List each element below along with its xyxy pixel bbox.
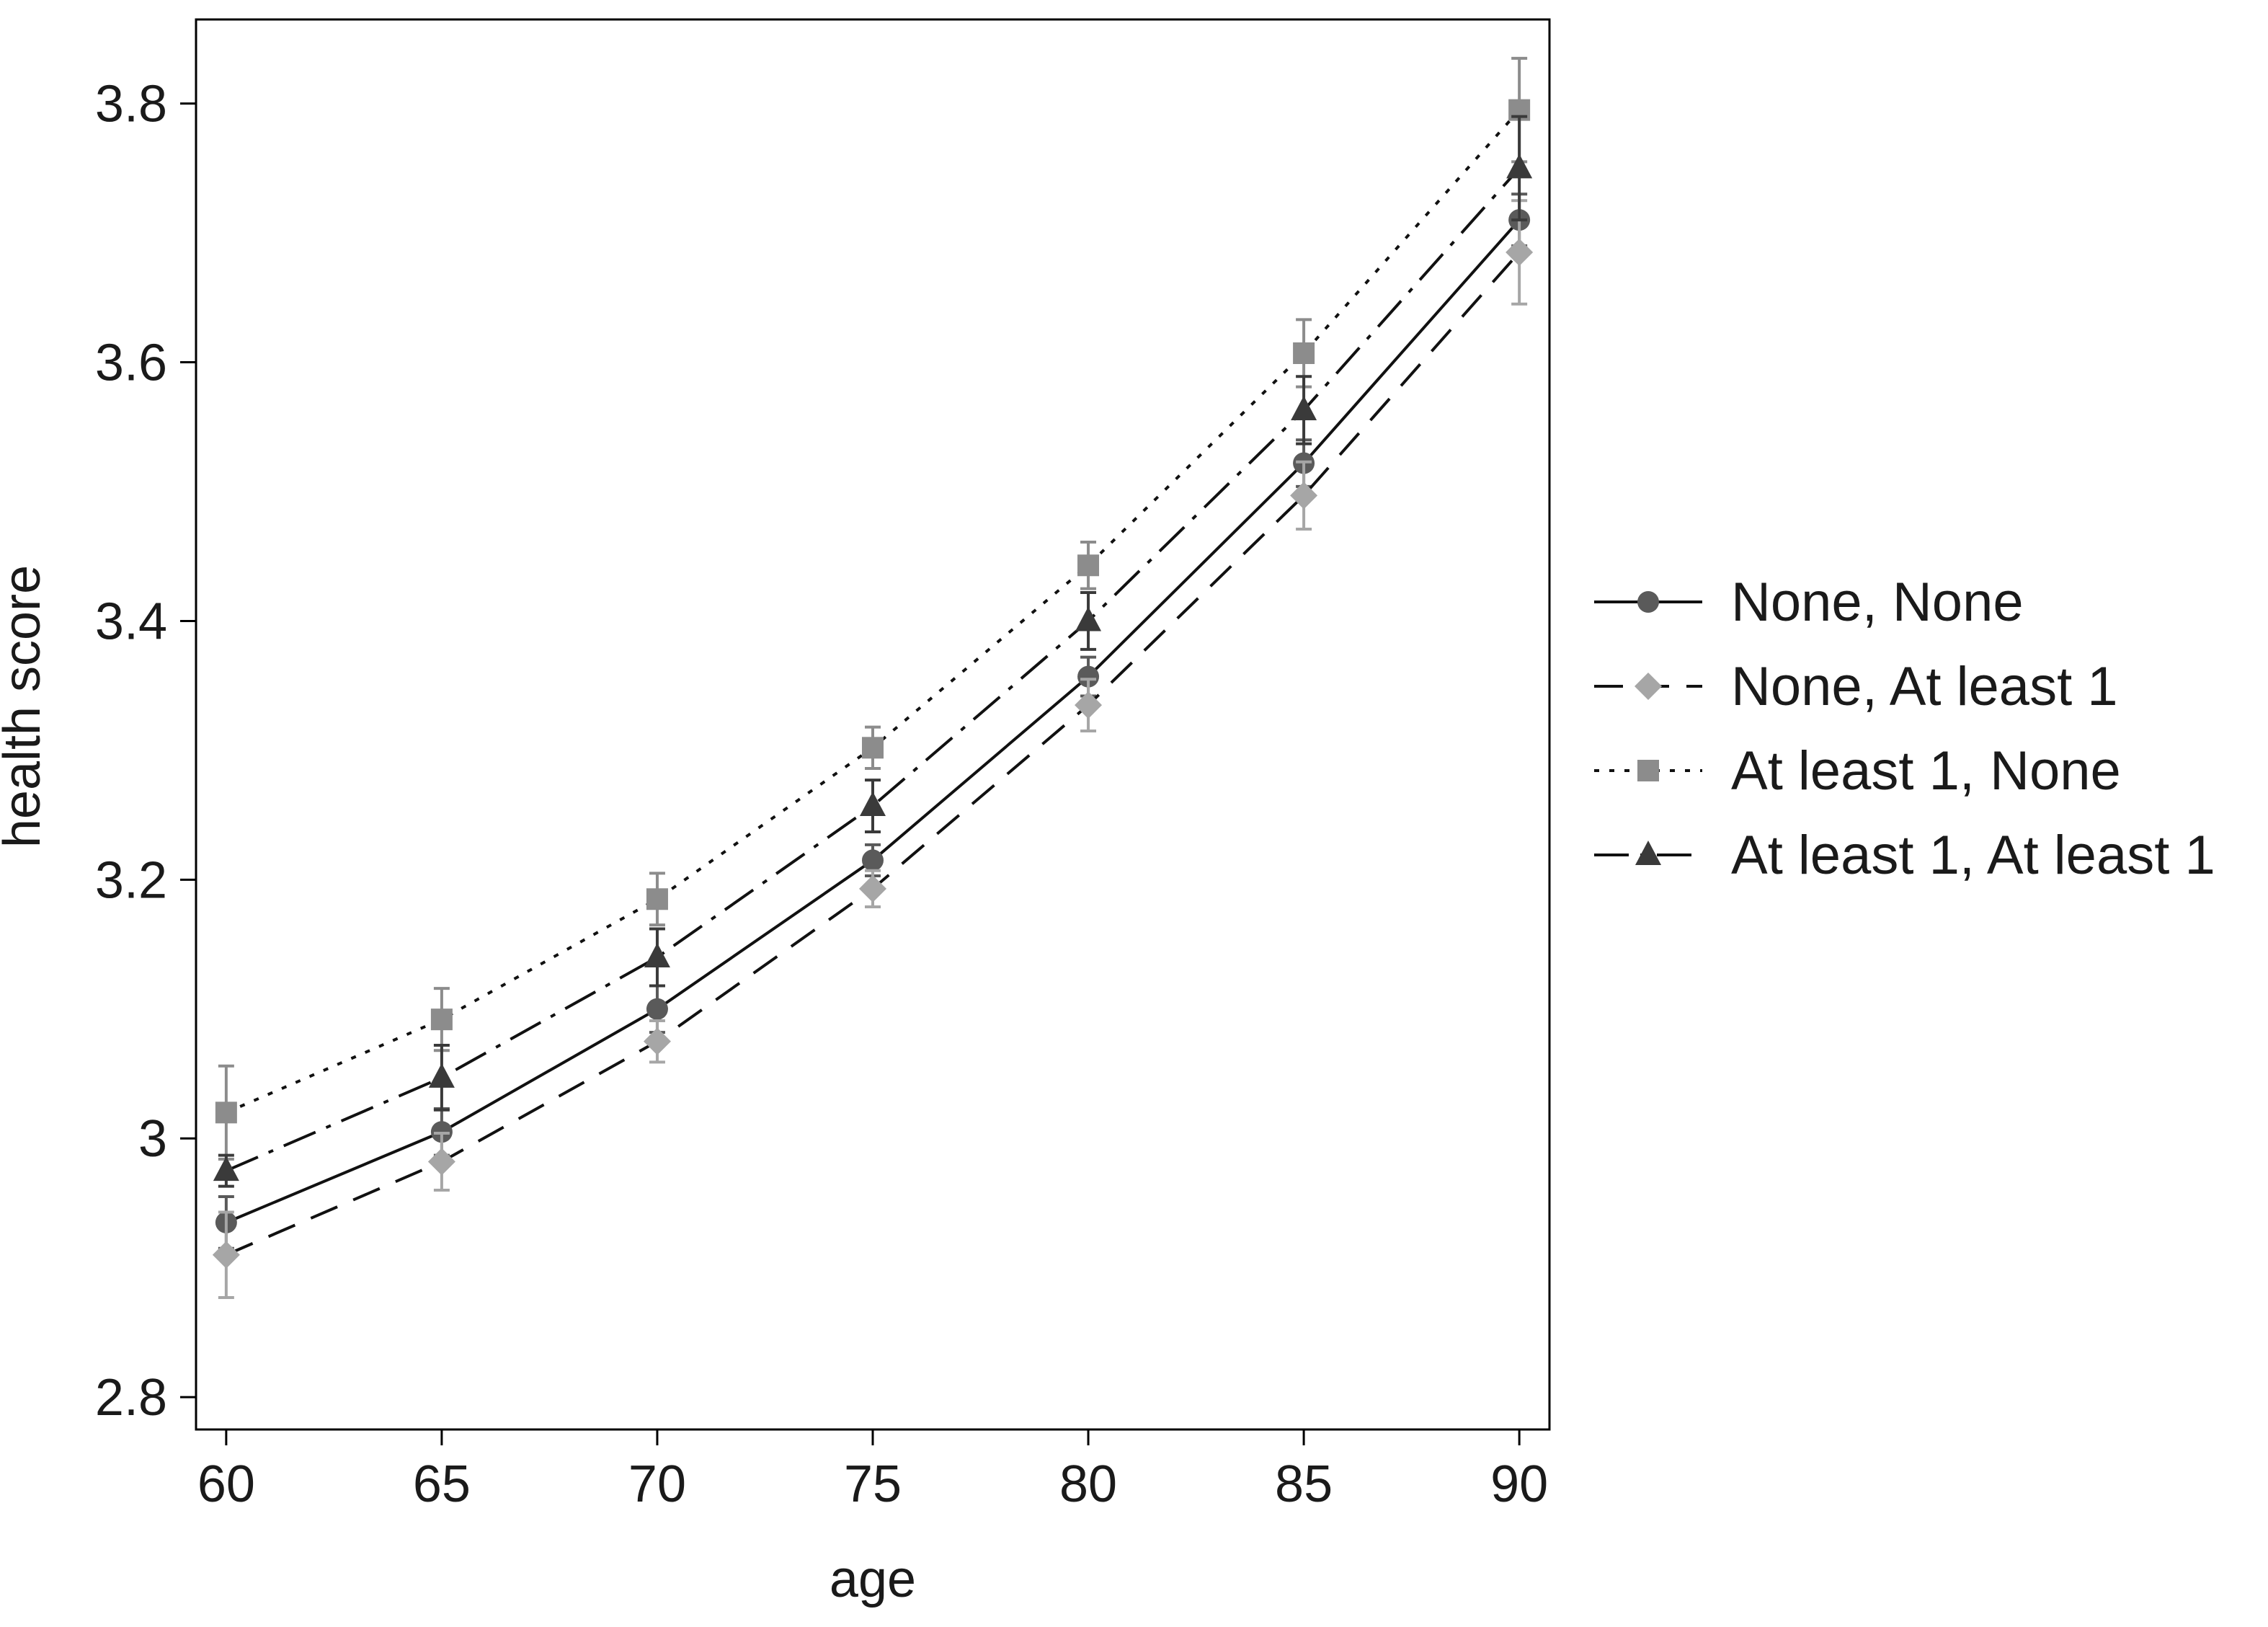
y-tick-label: 3.2 [95, 851, 167, 909]
legend-item-1: None, None [1594, 572, 2024, 633]
series-4 [213, 115, 1533, 1188]
series-2 [212, 199, 1534, 1299]
data-point [1506, 239, 1534, 267]
legend-marker [1637, 760, 1659, 781]
x-tick-label: 85 [1275, 1455, 1333, 1513]
legend-label: None, At least 1 [1731, 656, 2118, 717]
legend-item-2: None, At least 1 [1594, 656, 2118, 717]
data-point [1506, 154, 1533, 179]
data-point [1290, 482, 1318, 510]
data-point [1291, 395, 1317, 420]
data-point [862, 737, 884, 759]
plot-area [212, 56, 1534, 1299]
legend: None, None None, At least 1 At least 1, No… [1594, 572, 2215, 886]
data-point [1075, 606, 1102, 631]
data-point [862, 849, 884, 872]
x-tick-label: 70 [628, 1455, 686, 1513]
legend-marker [1635, 841, 1661, 865]
data-point [427, 1148, 455, 1176]
data-point [646, 998, 668, 1020]
legend-label: None, None [1731, 572, 2024, 633]
legend-label: At least 1, At least 1 [1731, 825, 2215, 886]
series-3 [215, 56, 1531, 1161]
data-point [215, 1101, 237, 1124]
y-tick-label: 3.6 [95, 334, 167, 392]
axes: 60 65 70 75 80 85 90 2.8 3 3.2 3.4 3.6 3.8 [95, 18, 1551, 1513]
data-point [1293, 342, 1315, 364]
data-point [428, 1063, 455, 1088]
data-point [860, 792, 886, 817]
y-tick-label: 3 [138, 1110, 167, 1168]
legend-item-3: At least 1, None [1594, 740, 2121, 802]
data-point [212, 1241, 240, 1269]
data-point [646, 888, 668, 910]
x-tick-label: 80 [1059, 1455, 1117, 1513]
data-point [1077, 554, 1100, 577]
data-point [213, 1156, 239, 1182]
y-tick-label: 3.4 [95, 593, 167, 650]
x-tick-label: 90 [1490, 1455, 1548, 1513]
data-point [859, 874, 886, 903]
y-axis-title: health score [0, 565, 51, 848]
data-point [1075, 691, 1103, 719]
data-point [1077, 665, 1100, 688]
y-tick-label: 2.8 [95, 1369, 167, 1427]
x-axis-title: age [830, 1551, 916, 1608]
legend-marker [1637, 591, 1659, 613]
data-point [430, 1008, 453, 1031]
x-tick-label: 65 [413, 1455, 471, 1513]
legend-marker [1635, 673, 1662, 700]
legend-item-4: At least 1, At least 1 [1594, 825, 2215, 886]
x-tick-label: 75 [844, 1455, 902, 1513]
legend-label: At least 1, None [1731, 740, 2121, 802]
y-tick-label: 3.8 [95, 76, 167, 133]
x-tick-label: 60 [197, 1455, 255, 1513]
data-point [643, 1027, 671, 1055]
data-point [644, 943, 670, 968]
